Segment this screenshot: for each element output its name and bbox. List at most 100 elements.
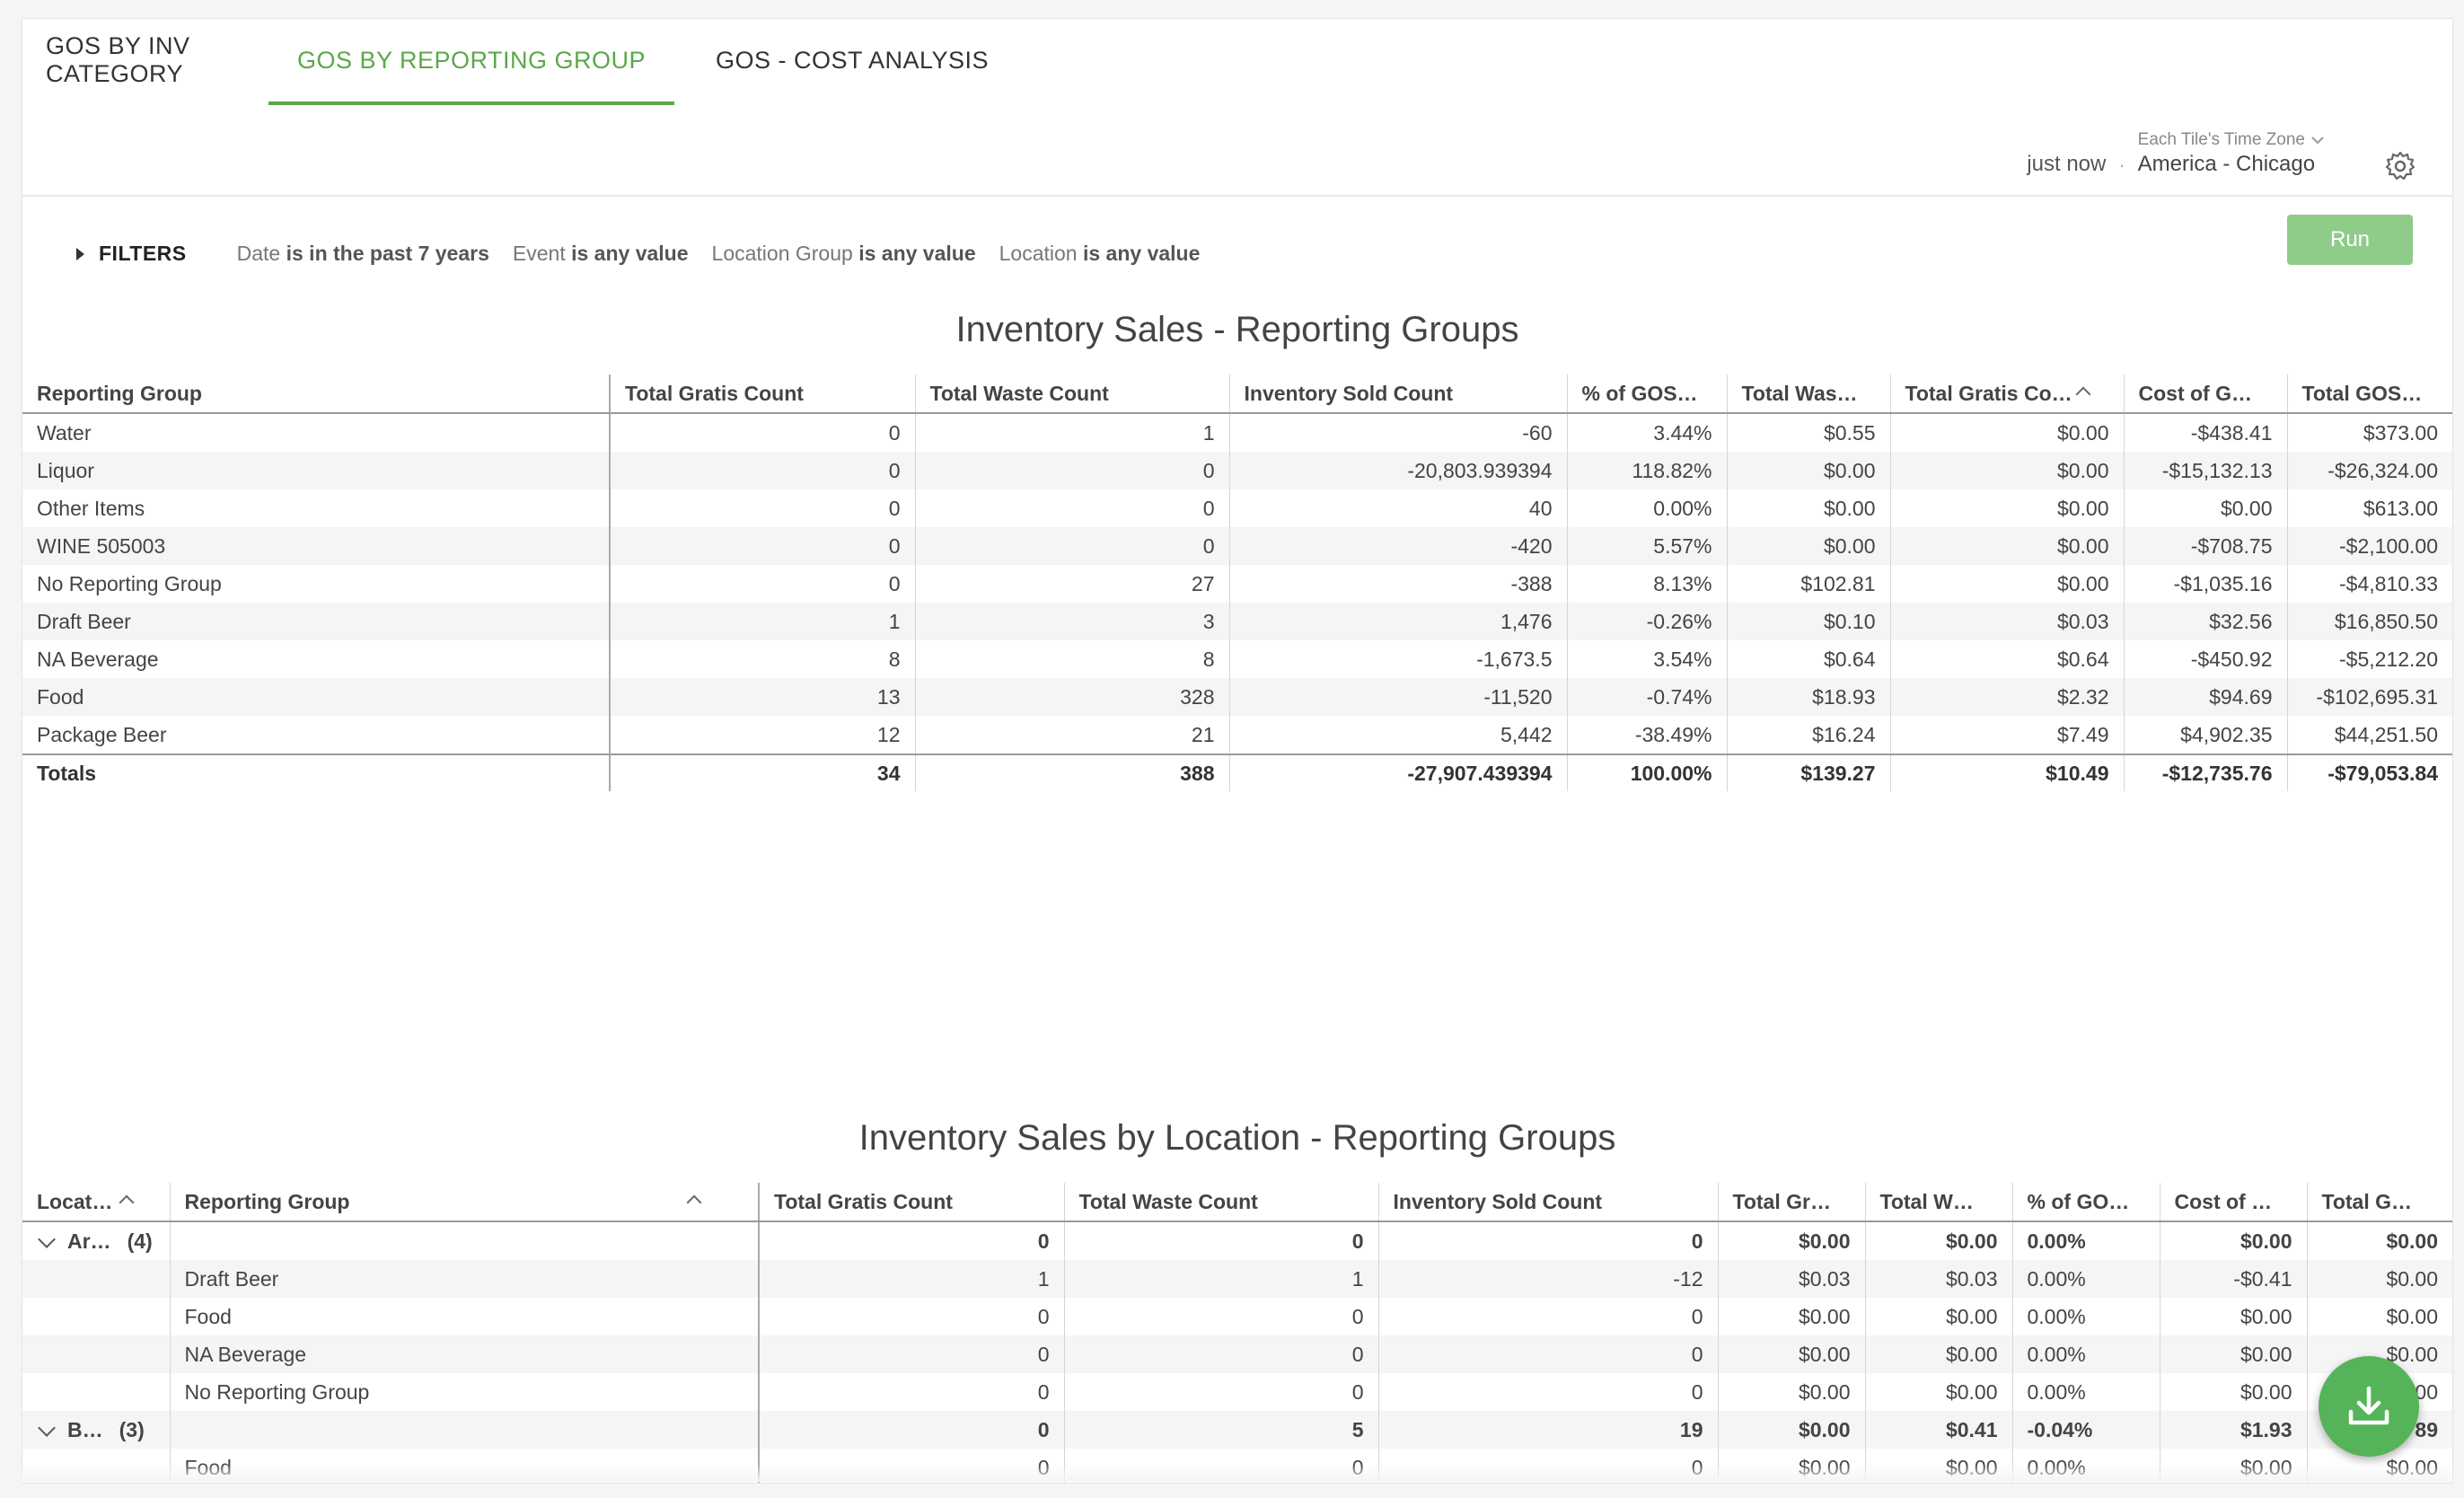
table-cell: 0.00%: [1566, 489, 1727, 527]
table-cell: 328: [914, 678, 1229, 716]
column-header[interactable]: Total W…: [1864, 1183, 2012, 1222]
group-row[interactable]: Ar… (4) 0 0 0 $0.00 $0.00 0.00% $0.00 $0.00: [22, 1221, 2452, 1260]
table-cell: 0: [609, 452, 915, 489]
table-cell: $0.00: [1726, 489, 1890, 527]
sort-asc-icon[interactable]: [686, 1194, 702, 1211]
filter-location-field: Location: [999, 242, 1078, 265]
location-cell: [22, 1260, 170, 1298]
chevron-down-icon[interactable]: [38, 1230, 56, 1249]
table-row[interactable]: WINE 505003 0 0 -420 5.57% $0.00 $0.00 -$708.75…: [22, 527, 2452, 565]
table-cell: -0.26%: [1566, 603, 1727, 640]
table-row[interactable]: Other Items 0 0 40 0.00% $0.00 $0.00 $0.00 $613.…: [22, 489, 2452, 527]
column-header[interactable]: Total Gr…: [1717, 1183, 1865, 1222]
table-row[interactable]: Draft Beer 1 3 1,476 -0.26% $0.10 $0.03 $32.56 $…: [22, 603, 2452, 640]
tab-gos-cost-analysis[interactable]: GOS - COST ANALYSIS: [715, 46, 990, 74]
table-cell: $0.00: [1717, 1335, 1865, 1373]
totals-cell: $139.27: [1726, 753, 1890, 791]
column-header-label: Inventory Sold Count: [1393, 1189, 1603, 1213]
table-row[interactable]: NA Beverage 8 8 -1,673.5 3.54% $0.64 $0.64 -$45…: [22, 640, 2452, 678]
expand-filters-icon[interactable]: [76, 247, 84, 260]
column-header[interactable]: Cost of G…: [2123, 374, 2287, 414]
timezone-label-text: Each Tile's Time Zone: [2137, 130, 2305, 149]
column-header[interactable]: Total GOS…: [2286, 374, 2452, 414]
table-row[interactable]: No Reporting Group 0 27 -388 8.13% $102.81 $0.…: [22, 565, 2452, 603]
column-header[interactable]: Inventory Sold Count: [1377, 1183, 1718, 1222]
run-button[interactable]: Run: [2287, 215, 2413, 265]
table-cell: -$438.41: [2123, 413, 2287, 452]
group-row[interactable]: B… (3) 0 5 19 $0.00 $0.41 -0.04% $1.93 89: [22, 1411, 2452, 1449]
download-button[interactable]: [2319, 1356, 2419, 1457]
table-cell: -$0.41: [2159, 1260, 2307, 1298]
table-cell: $0.00: [2306, 1260, 2452, 1298]
tab-gos-by-reporting-group[interactable]: GOS BY REPORTING GROUP: [268, 19, 674, 105]
column-header[interactable]: Total Waste Count: [1063, 1183, 1378, 1222]
last-run-text: just now: [2027, 152, 2107, 176]
location-cell: [22, 1335, 170, 1373]
column-header[interactable]: Total G…: [2306, 1183, 2452, 1222]
timezone-selector[interactable]: Each Tile's Time Zone America - Chicago: [2138, 130, 2325, 177]
table-cell: $4,902.35: [2123, 716, 2287, 754]
table-cell: 0: [914, 527, 1229, 565]
table-row[interactable]: Water 0 1 -60 3.44% $0.55 $0.00 -$438.41 $373.00: [22, 413, 2452, 452]
filter-event[interactable]: Event is any value: [513, 242, 689, 266]
gear-icon[interactable]: [2384, 150, 2416, 182]
table-cell: 0: [609, 413, 915, 452]
table-row[interactable]: Food 13 328 -11,520 -0.74% $18.93 $2.32 $94.69-…: [22, 678, 2452, 716]
column-header[interactable]: % of GO…: [2011, 1183, 2160, 1222]
sort-asc-icon[interactable]: [119, 1194, 135, 1211]
column-header[interactable]: Inventory Sold Count: [1228, 374, 1567, 414]
location-cell[interactable]: B… (3): [22, 1411, 170, 1449]
table-cell: $7.49: [1889, 716, 2124, 754]
filter-location-group[interactable]: Location Group is any value: [712, 242, 976, 266]
table-cell: 1: [914, 413, 1229, 452]
column-header[interactable]: Locat…: [22, 1183, 170, 1222]
filter-location[interactable]: Location is any value: [999, 242, 1201, 266]
filters-toggle[interactable]: FILTERS: [99, 242, 187, 265]
table-cell: -$4,810.33: [2286, 565, 2452, 603]
table-cell: 3: [914, 603, 1229, 640]
table-row[interactable]: No Reporting Group 0 0 0 $0.00 $0.00 0.00% $0.0…: [22, 1373, 2452, 1411]
sort-asc-icon[interactable]: [2075, 386, 2091, 402]
table-cell: $94.69: [2123, 678, 2287, 716]
totals-cell: $10.49: [1889, 753, 2124, 791]
column-header[interactable]: Total Gratis Count: [609, 374, 915, 414]
table-row[interactable]: Liquor 0 0 -20,803.939394 118.82% $0.00 $0.00-…: [22, 452, 2452, 489]
totals-cell: -$12,735.76: [2123, 753, 2287, 791]
chevron-down-icon[interactable]: [38, 1419, 56, 1438]
filter-event-field: Event: [512, 242, 566, 265]
column-header[interactable]: Reporting Group: [22, 374, 610, 414]
table-cell: $0.00: [2159, 1335, 2307, 1373]
column-header-label: Total W…: [1879, 1189, 1974, 1213]
column-header[interactable]: Total Waste Count: [914, 374, 1229, 414]
column-header[interactable]: Total Gratis Count: [758, 1183, 1064, 1222]
table-row[interactable]: Package Beer 12 21 5,442 -38.49% $16.24 $7.49 $…: [22, 716, 2452, 754]
location-cell[interactable]: Ar… (4): [22, 1221, 170, 1260]
table-cell: $0.00: [1864, 1335, 2012, 1373]
table-cell: 0: [914, 452, 1229, 489]
dashboard-card: GOS BY INV CATEGORY GOS BY REPORTING GRO…: [22, 18, 2453, 1484]
table-cell: Water: [37, 420, 92, 445]
timezone-label: Each Tile's Time Zone: [2138, 130, 2325, 150]
column-header[interactable]: Total Gratis Co…: [1889, 374, 2124, 414]
table-cell: 21: [914, 716, 1229, 754]
column-header[interactable]: Total Was…: [1726, 374, 1890, 414]
tab-gos-by-inv-category[interactable]: GOS BY INV CATEGORY: [46, 32, 190, 87]
table-cell: 8: [914, 640, 1229, 678]
column-header[interactable]: Reporting Group: [169, 1183, 759, 1222]
table-cell: 0: [1377, 1298, 1718, 1335]
filter-location-group-condition: is any value: [858, 242, 976, 265]
table-cell: -60: [1228, 413, 1567, 452]
chevron-down-icon: [2311, 137, 2324, 145]
table-cell: $2.32: [1889, 678, 2124, 716]
filter-date[interactable]: Date is in the past 7 years: [237, 242, 489, 266]
column-header[interactable]: Cost of …: [2159, 1183, 2307, 1222]
table-cell: Draft Beer: [22, 603, 610, 640]
column-header[interactable]: % of GOS…: [1566, 374, 1727, 414]
table-row[interactable]: Draft Beer 1 1 -12 $0.03 $0.03 0.00% -$0.41 $0.0…: [22, 1260, 2452, 1298]
table-cell: Food: [22, 678, 610, 716]
table-cell: 0: [1377, 1335, 1718, 1373]
table-row[interactable]: NA Beverage 0 0 0 $0.00 $0.00 0.00% $0.00 $0.00: [22, 1335, 2452, 1373]
table-cell: $0.00: [1726, 527, 1890, 565]
table-cell: Liquor: [22, 452, 610, 489]
